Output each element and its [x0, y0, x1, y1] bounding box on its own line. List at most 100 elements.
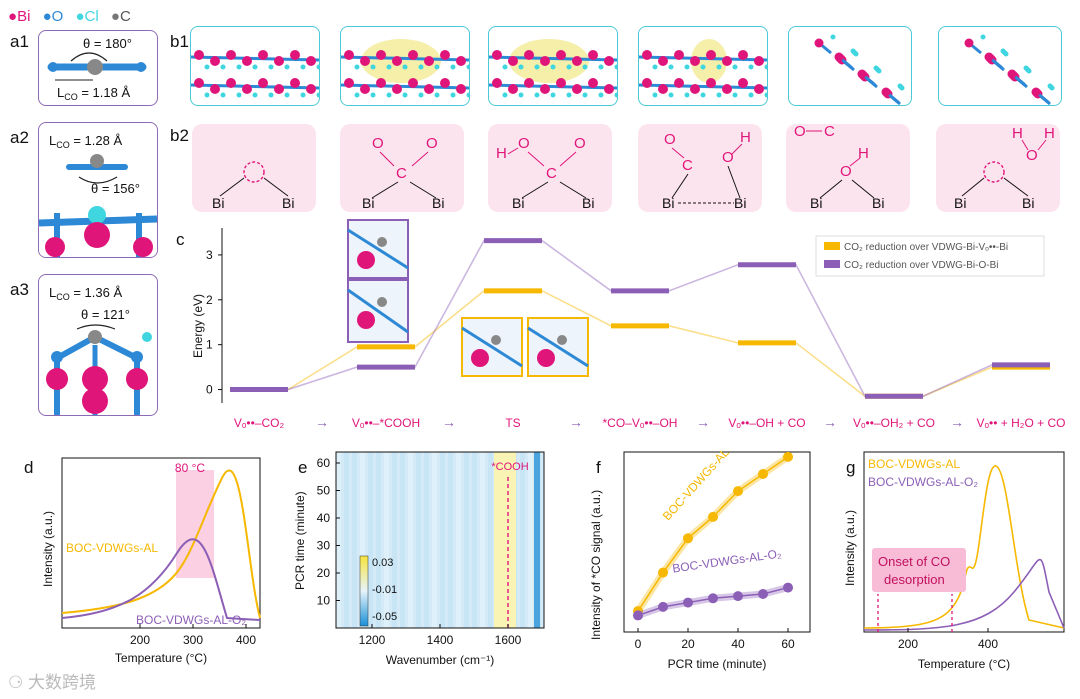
tpd-chart-g: Onset of CO desorption BOC-VDWGs-AL BOC-VDW… [843, 451, 1065, 671]
panel-label-d: d [24, 458, 34, 477]
data-point [733, 486, 743, 497]
cl-atom [550, 64, 556, 70]
plot-frame [61, 457, 261, 629]
cl-atom [873, 65, 879, 71]
x-axis-label: Wavenumber (cm⁻¹) [386, 653, 495, 667]
b1-structure-5 [788, 26, 912, 106]
bi-atom [814, 38, 824, 48]
bi-atom [471, 349, 489, 367]
data-point [708, 593, 718, 604]
y-axis-label: Intensity (a.u.) [843, 510, 857, 586]
cl-atom [316, 64, 319, 70]
cl-atom [284, 64, 290, 70]
series-label-2: BOC-VDWGs-AL-O₂ [136, 613, 246, 627]
bi-atom-icon: ● [8, 8, 18, 25]
bi-atom [722, 84, 732, 94]
heatmap-column [488, 452, 493, 628]
heatmap-column [448, 452, 453, 628]
bi-atom [540, 56, 550, 66]
bi-atom [376, 50, 386, 60]
svg-text:O: O [794, 123, 806, 140]
y-tick-label: 40 [317, 511, 331, 525]
cl-atom [518, 92, 524, 98]
svg-text:H: H [740, 129, 751, 146]
x-tick-label: 400 [236, 633, 256, 647]
highlight-band [176, 470, 214, 578]
svg-text:LCO = 1.18 Å: LCO = 1.18 Å [57, 85, 130, 102]
cl-atom [204, 92, 210, 98]
x-category-label: TS [505, 416, 520, 428]
svg-text:LCO = 1.28 Å: LCO = 1.28 Å [49, 133, 122, 150]
y-tick-label: 3 [206, 248, 213, 262]
cl-atom [748, 92, 754, 98]
y-axis-label: PCR time (minute) [293, 491, 307, 590]
bi-atom [424, 56, 434, 66]
cl-atom [850, 48, 856, 54]
legend-swatch [824, 260, 840, 268]
lattice-bond [347, 288, 409, 334]
cl-atom [652, 64, 658, 70]
heatmap-column [472, 452, 477, 628]
data-point [733, 591, 743, 602]
cl-atom [700, 92, 706, 98]
c-atom-icon: ● [110, 8, 120, 25]
x-tick-label: 40 [731, 637, 745, 651]
svg-text:O: O [574, 135, 586, 152]
cl-atom [614, 64, 617, 70]
legend-entry: CO₂ reduction over VDWG-Bi-O-Bi [844, 260, 998, 271]
bi-atom [344, 78, 354, 88]
svg-text:O: O [426, 135, 438, 152]
svg-text:C: C [546, 165, 557, 182]
series-band-1 [634, 453, 792, 615]
legend-entry: CO₂ reduction over VDWG-Bi-Vₒ••-Bi [844, 242, 1008, 253]
heatmap-column [336, 452, 341, 628]
cl-atom [716, 92, 722, 98]
annotation-label: *COOH [491, 461, 528, 473]
series-line-2 [61, 538, 261, 621]
series-label-1: BOC-VDWGs-AL [868, 457, 960, 471]
x-tick-label: 1400 [427, 633, 454, 647]
bi-atom [754, 56, 764, 66]
plot-frame [623, 451, 811, 633]
bi-atom [642, 50, 652, 60]
bi-atom [604, 84, 614, 94]
annotation-line-2: desorption [884, 572, 945, 587]
bi-atom [290, 78, 300, 88]
cl-atom [614, 92, 617, 98]
bi-atom [754, 84, 764, 94]
x-category-label: Vₒ••–CO₂ [234, 416, 285, 428]
bi-atom [258, 78, 268, 88]
svg-text:Bi: Bi [954, 195, 966, 211]
cl-atom [418, 92, 424, 98]
bi-atom [524, 78, 534, 88]
cl-atom [897, 83, 903, 89]
energy-profile-chart: 0 1 2 3 Energy (eV) CO₂ reduction over VDWG-B… [191, 219, 1065, 428]
cl-atom [252, 64, 258, 70]
cl-atom [354, 92, 360, 98]
bi-atom [690, 84, 700, 94]
y-tick-label: 20 [317, 566, 331, 580]
panel-a2: LCO = 1.28 Å θ = 156° [38, 122, 158, 258]
panel-a3: LCO = 1.36 Å θ = 121° [38, 274, 158, 416]
co2-bent-156: LCO = 1.28 Å θ = 156° [39, 133, 157, 257]
colorbar-label: -0.01 [372, 584, 397, 596]
heatmap-column [392, 452, 397, 628]
data-point [758, 469, 768, 479]
bi-atom [674, 78, 684, 88]
x-axis-label: Temperature (°C) [918, 657, 1010, 671]
bi-atom [572, 56, 582, 66]
y-tick-label: 2 [206, 293, 213, 307]
x-tick-label: 200 [898, 637, 918, 651]
legend-swatch [824, 242, 840, 250]
cl-atom [316, 92, 319, 98]
bi-atom [540, 84, 550, 94]
lattice-bond [527, 326, 589, 368]
y-tick-label: 50 [317, 484, 331, 498]
x-arrow-icon: → [315, 414, 329, 428]
bi-atom [194, 78, 204, 88]
colorbar-label: 0.03 [372, 557, 393, 569]
bi-atom [604, 56, 614, 66]
panel-a1: θ = 180° LCO = 1.18 Å [38, 30, 158, 106]
